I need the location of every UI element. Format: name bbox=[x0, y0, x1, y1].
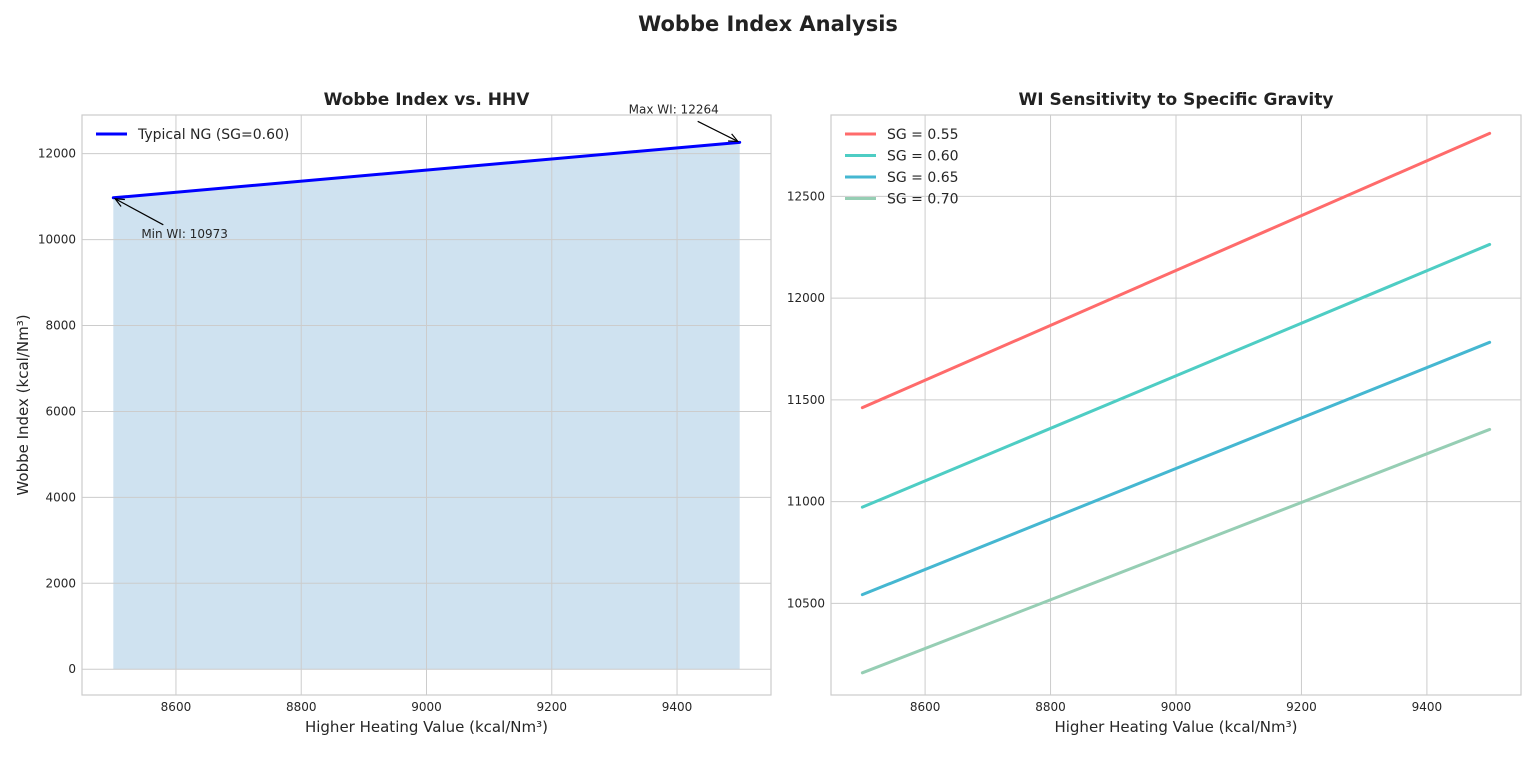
y-tick-label: 11500 bbox=[787, 393, 825, 407]
panel-wobbe-vs-hhv: Wobbe Index vs. HHV 8600 8800 9000 9200 9400 0… bbox=[14, 90, 772, 736]
y-tick-label: 12000 bbox=[787, 291, 825, 305]
y-tick-label: 11000 bbox=[787, 495, 825, 509]
legend-label: SG = 0.65 bbox=[887, 170, 959, 186]
annotation-arrowhead bbox=[113, 198, 125, 207]
x-tick-label: 9400 bbox=[662, 700, 693, 714]
series-line bbox=[860, 340, 1492, 597]
y-tick-label: 2000 bbox=[45, 576, 76, 590]
panel-title: WI Sensitivity to Specific Gravity bbox=[1019, 90, 1334, 110]
legend-label: Typical NG (SG=0.60) bbox=[137, 127, 289, 143]
y-tick-label: 8000 bbox=[45, 319, 76, 333]
x-tick-label: 9200 bbox=[1286, 700, 1317, 714]
series-line bbox=[860, 242, 1492, 509]
x-tick-label: 8600 bbox=[910, 700, 941, 714]
x-tick-label: 9200 bbox=[536, 700, 567, 714]
series-line bbox=[860, 131, 1492, 410]
figure-title: Wobbe Index Analysis bbox=[638, 12, 898, 36]
x-tick-label: 8800 bbox=[286, 700, 317, 714]
annotation-arrowhead bbox=[728, 133, 740, 143]
series-line bbox=[860, 427, 1492, 675]
annotation-arrow bbox=[697, 120, 739, 142]
y-tick-label: 10500 bbox=[787, 596, 825, 610]
series-line bbox=[111, 140, 742, 200]
plot-frame bbox=[81, 114, 772, 696]
y-tick-label: 12000 bbox=[38, 147, 76, 161]
x-tick-label: 8800 bbox=[1035, 700, 1066, 714]
legend-label: SG = 0.70 bbox=[887, 192, 959, 208]
y-tick-label: 12500 bbox=[787, 189, 825, 203]
annotation-arrow bbox=[114, 198, 164, 226]
y-tick-label: 4000 bbox=[45, 490, 76, 504]
x-tick-label: 9000 bbox=[411, 700, 442, 714]
y-tick-label: 0 bbox=[68, 662, 76, 676]
x-axis-label: Higher Heating Value (kcal/Nm³) bbox=[1054, 718, 1297, 736]
x-tick-label: 8600 bbox=[161, 700, 192, 714]
annotation-label: Min WI: 10973 bbox=[141, 227, 228, 241]
x-axis-label: Higher Heating Value (kcal/Nm³) bbox=[305, 718, 548, 736]
panel-title: Wobbe Index vs. HHV bbox=[324, 90, 531, 110]
y-tick-label: 6000 bbox=[45, 404, 76, 418]
annotation-label: Max WI: 12264 bbox=[629, 102, 719, 116]
y-axis-label: Wobbe Index (kcal/Nm³) bbox=[14, 314, 32, 495]
legend-label: SG = 0.55 bbox=[887, 127, 959, 143]
y-tick-label: 10000 bbox=[38, 233, 76, 247]
panel-wi-sensitivity: WI Sensitivity to Specific Gravity 8600 88… bbox=[787, 90, 1522, 736]
x-tick-label: 9000 bbox=[1161, 700, 1192, 714]
legend-label: SG = 0.60 bbox=[887, 149, 959, 165]
plot-frame bbox=[830, 114, 1522, 696]
x-tick-label: 9400 bbox=[1412, 700, 1443, 714]
